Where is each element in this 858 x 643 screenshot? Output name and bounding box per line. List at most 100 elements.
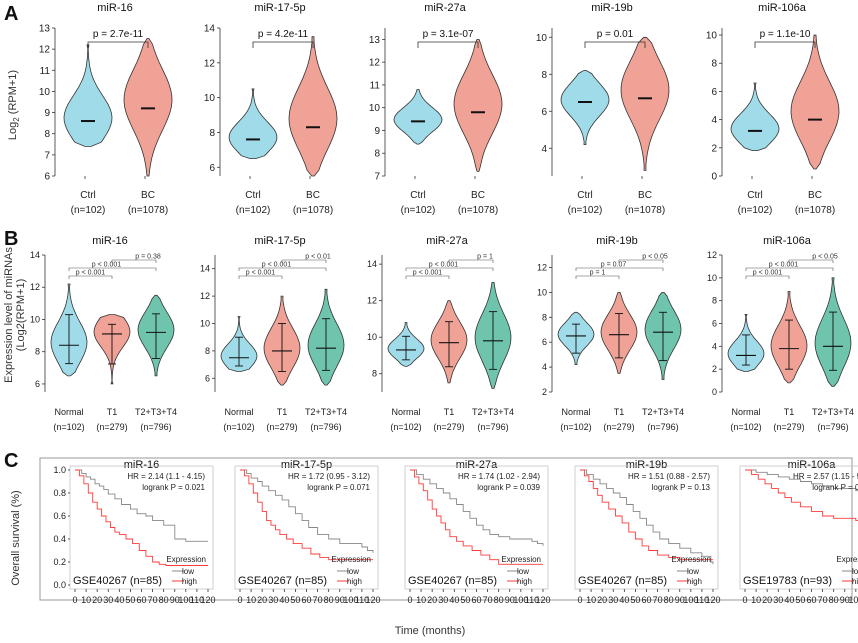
x-tick-label: 0 (577, 595, 582, 605)
violin-ctrl (560, 70, 610, 145)
x-tick-label: 100 (683, 595, 698, 605)
hazard-ratio: HR = 1.51 (0.88 - 2.57) (628, 472, 710, 481)
y-tick-label: 8 (711, 59, 717, 70)
x-tick-label: 20 (92, 595, 102, 605)
comparison-bracket (68, 267, 157, 271)
x-tick-label: 20 (427, 595, 437, 605)
chart-title: miR-19b (626, 459, 668, 471)
significance-bracket (87, 41, 149, 48)
x-category-label: Normal (561, 407, 590, 417)
comparison-p-label: p < 0.001 (246, 270, 275, 277)
x-category-label: T2+T3+T4 (642, 407, 684, 417)
y-tick-label: 9 (374, 126, 380, 137)
violin-chart-b-4: miR-19b 2 4 6 8 10 12 Normal (n=102) T1 (n=279) T2+… (537, 235, 684, 432)
x-tick-label: 100 (848, 595, 858, 605)
violin-chart-b-3: miR-27a 8 10 12 14 Normal (n=102) T1 (n=279) T2+T… (367, 235, 514, 432)
x-tick-label: 50 (795, 595, 805, 605)
x-category-label: Ctrl (80, 190, 96, 201)
x-tick-label: 90 (170, 595, 180, 605)
comparison-bracket (745, 267, 834, 271)
x-category-label: BC (471, 190, 485, 201)
x-category-n: (n=1078) (128, 205, 168, 216)
y-tick-label: 12 (367, 296, 377, 306)
km-curve-low (75, 469, 208, 542)
logrank-p: logrank P = 0.071 (307, 483, 370, 492)
violin-ctrl (393, 89, 443, 145)
x-tick-label: 30 (773, 595, 783, 605)
chart-title: miR-106a (758, 2, 807, 14)
comparison-bracket (745, 275, 790, 279)
panel-c-xlabel: Time (months) (395, 625, 466, 637)
legend-label-low: low (687, 567, 699, 576)
comparison-bracket (405, 275, 450, 279)
x-tick-label: 70 (313, 595, 323, 605)
x-tick-label: 110 (525, 595, 539, 605)
legend-title: Expression (671, 555, 711, 564)
legend-label-high: high (687, 577, 702, 586)
violin-ctrl (228, 88, 278, 159)
x-category-label: T1 (444, 407, 455, 417)
p-value-label: p = 3.1e-07 (423, 29, 474, 40)
x-tick-label: 60 (641, 595, 651, 605)
x-tick-label: 80 (829, 595, 839, 605)
x-category-n: (n=279) (433, 422, 464, 432)
x-tick-label: 70 (483, 595, 493, 605)
y-tick-label: 8 (44, 129, 50, 140)
y-tick-label: 12 (369, 58, 381, 69)
y-tick-label: 13 (39, 24, 51, 35)
chart-title: miR-17-5p (254, 235, 305, 247)
significance-bracket (754, 41, 816, 48)
x-tick-label: 70 (148, 595, 158, 605)
logrank-p: logrank P = 0.017 (812, 483, 858, 492)
y-tick-label: 0.2 (53, 557, 66, 567)
y-tick-label: 11 (370, 80, 381, 91)
y-tick-label: 6 (209, 163, 215, 174)
x-category-label: BC (638, 190, 652, 201)
x-tick-label: 30 (103, 595, 113, 605)
comparison-bracket (281, 259, 327, 263)
x-category-label: Ctrl (245, 190, 261, 201)
x-tick-label: 50 (630, 595, 640, 605)
hazard-ratio: HR = 2.14 (1.1 - 4.15) (127, 472, 205, 481)
x-tick-label: 60 (806, 595, 816, 605)
x-tick-label: 90 (675, 595, 685, 605)
y-tick-label: 12 (39, 45, 51, 56)
x-tick-label: 120 (535, 595, 550, 605)
violin-chart-a-5: miR-106a 0 2 4 6 8 10 Ctrl (n=102) BC (n=1078) p = … (706, 2, 840, 216)
x-category-n: (n=279) (96, 422, 127, 432)
y-tick-label: 0.4 (53, 534, 66, 544)
x-tick-label: 30 (438, 595, 448, 605)
legend-label-high: high (347, 577, 362, 586)
x-tick-label: 0 (407, 595, 412, 605)
x-tick-label: 20 (257, 595, 267, 605)
x-tick-label: 0 (742, 595, 747, 605)
comparison-bracket (238, 267, 327, 271)
y-tick-label: 8 (542, 312, 547, 322)
km-chart-1: miR-16 0.0 0.2 0.4 0.6 0.8 1.0 0 10 20 30 40 50 60 70 8… (53, 459, 215, 605)
y-tick-label: 8 (35, 347, 40, 357)
violin-ctrl (730, 82, 780, 151)
x-tick-label: 50 (125, 595, 135, 605)
x-tick-label: 70 (653, 595, 663, 605)
x-category-n: (n=102) (738, 205, 773, 216)
x-tick-label: 10 (81, 595, 91, 605)
km-curve-high (745, 469, 858, 522)
legend-title: Expression (836, 555, 858, 564)
y-tick-label: 6 (712, 319, 717, 329)
x-category-n: (n=102) (71, 205, 106, 216)
dataset-label: GSE40267 (n=85) (408, 575, 497, 587)
x-tick-label: 80 (494, 595, 504, 605)
p-value-label: p = 0.01 (597, 29, 634, 40)
x-category-label: Ctrl (410, 190, 426, 201)
y-tick-label: 7 (374, 172, 380, 183)
comparison-p-label: p = 1 (477, 254, 493, 261)
violin-bc (453, 38, 503, 172)
y-tick-label: 8 (712, 296, 717, 306)
y-tick-label: 12 (537, 262, 547, 272)
x-tick-label: 30 (268, 595, 278, 605)
y-tick-label: 14 (367, 259, 377, 269)
y-tick-label: 14 (200, 264, 210, 274)
p-value-label: p = 2.7e-11 (93, 29, 144, 40)
x-category-n: (n=1078) (625, 205, 665, 216)
